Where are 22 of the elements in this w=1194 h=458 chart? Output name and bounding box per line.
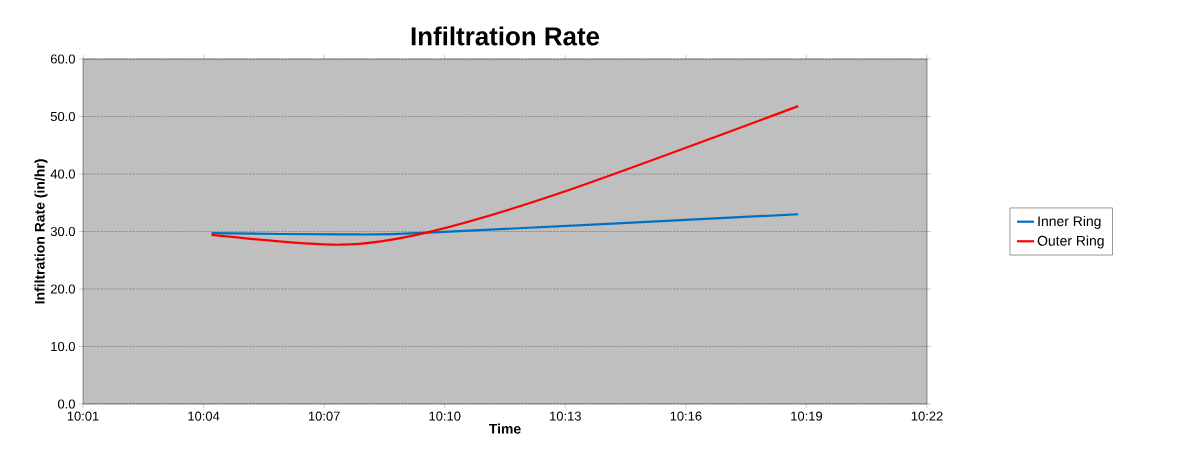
line-series (210, 105, 800, 246)
y-tick-label: 10.0 (51, 341, 75, 352)
chart-title: Infiltration Rate (411, 26, 600, 46)
legend-label: Outer Ring (1037, 235, 1104, 249)
y-tick-label: 0.0 (57, 399, 75, 409)
y-tick-label: 50.0 (50, 111, 75, 122)
line-series (210, 213, 800, 236)
x-tick-label: 10:13 (550, 411, 581, 421)
y-axis-title: Infiltration Rate (in/hr) (34, 159, 48, 304)
x-tick-label: 10:01 (67, 411, 99, 421)
x-tick-label: 10:07 (308, 411, 340, 421)
x-axis-title: Time (489, 423, 521, 434)
y-tick-label: 40.0 (50, 169, 75, 179)
x-tick-label: 10:10 (429, 411, 461, 421)
legend-label: Inner Ring (1038, 215, 1101, 229)
x-tick-label: 10:04 (188, 411, 220, 421)
x-tick-label: 10:19 (791, 411, 823, 421)
y-tick-label: 60.0 (50, 54, 75, 64)
y-tick-label: 20.0 (50, 284, 75, 294)
x-tick-label: 10:16 (670, 411, 702, 421)
x-tick-label: 10:22 (911, 411, 943, 421)
y-tick-label: 30.0 (50, 226, 75, 237)
